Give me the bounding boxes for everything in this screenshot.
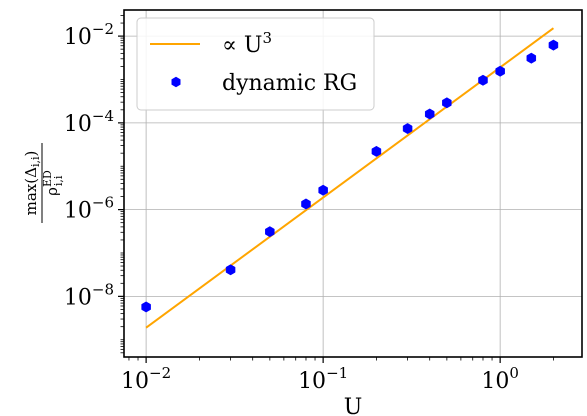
data-point-dynamic-rg — [526, 52, 537, 64]
y-tick-label: 10−8 — [64, 280, 114, 310]
y-axis-label: max(Δi,i) ρEDi,i — [22, 143, 65, 223]
data-point-dynamic-rg — [548, 39, 559, 51]
plot-frame — [123, 9, 583, 358]
legend-box — [136, 17, 375, 111]
x-axis-ticks: 10−2 10−1 100 — [121, 357, 554, 394]
data-point-dynamic-rg — [301, 198, 311, 210]
data-point-dynamic-rg — [478, 74, 488, 86]
data-point-dynamic-rg — [402, 123, 413, 135]
data-point-dynamic-rg — [424, 108, 435, 120]
data-point-dynamic-rg — [442, 97, 452, 109]
legend-marker-swatch — [171, 76, 181, 88]
x-tick-label: 100 — [481, 364, 519, 394]
data-point-dynamic-rg — [495, 65, 505, 77]
legend: ∝ U3 dynamic RG — [136, 17, 375, 111]
data-point-dynamic-rg — [318, 184, 328, 196]
y-tick-label: 10−2 — [64, 20, 114, 50]
y-tick-label: 10−4 — [64, 107, 114, 137]
plot-series — [141, 27, 559, 329]
data-point-dynamic-rg — [371, 145, 382, 157]
y-axis-label-numerator: max(Δi,i) — [22, 151, 42, 216]
legend-line-label: ∝ U3 — [222, 29, 272, 58]
data-point-dynamic-rg — [141, 301, 151, 313]
y-axis-label-denominator: ρEDi,i — [41, 170, 65, 196]
data-point-dynamic-rg — [225, 264, 236, 276]
data-point-dynamic-rg — [265, 226, 275, 238]
x-tick-label: 10−1 — [298, 364, 348, 394]
legend-marker-label: dynamic RG — [222, 71, 357, 96]
x-tick-label: 10−2 — [121, 364, 171, 394]
y-tick-label: 10−6 — [64, 194, 114, 224]
y-axis-ticks: 10−8 10−6 10−4 10−2 — [64, 15, 124, 354]
x-axis-label: U — [344, 395, 363, 416]
